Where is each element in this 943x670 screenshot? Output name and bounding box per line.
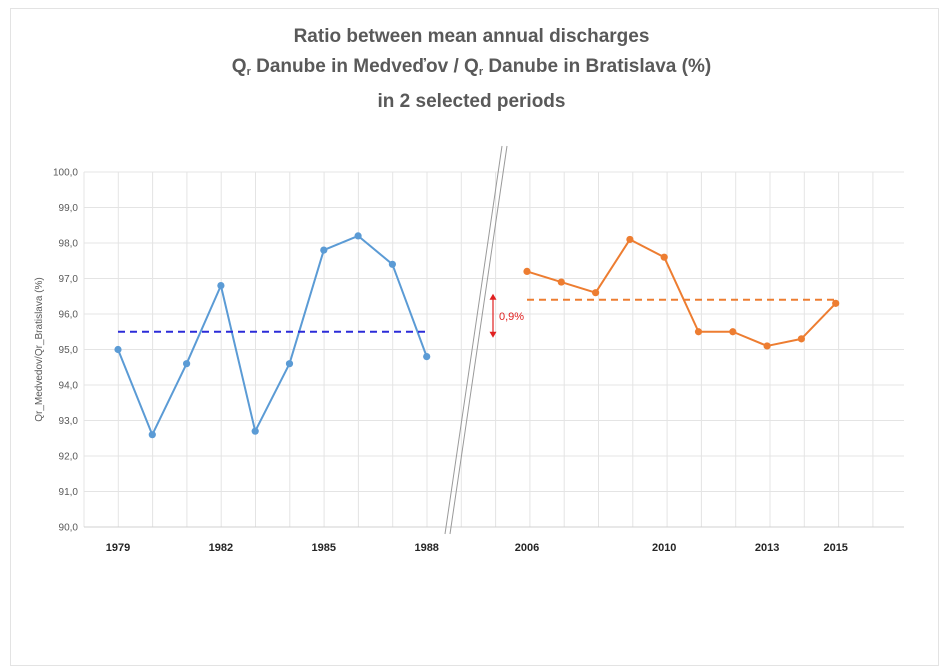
data-point	[320, 246, 328, 254]
data-point	[832, 299, 840, 307]
title-sub-b: r	[478, 66, 484, 78]
data-point	[217, 282, 225, 290]
data-point	[626, 235, 634, 244]
data-point	[354, 232, 362, 240]
title-line-1: Ratio between mean annual discharges	[293, 26, 650, 47]
x-tick-label: 2006	[515, 542, 539, 554]
y-tick-label: 94,0	[59, 381, 79, 392]
data-point	[763, 342, 771, 350]
data-point	[285, 360, 294, 368]
data-point	[183, 360, 191, 368]
title-sub-a: r	[246, 66, 251, 78]
y-tick-label: 91,0	[59, 487, 79, 498]
y-tick-label: 99,0	[59, 203, 79, 214]
x-tick-label: 2015	[823, 542, 847, 554]
y-tick-label: 92,0	[59, 452, 79, 463]
x-tick-label: 2013	[755, 542, 779, 554]
data-point	[388, 260, 396, 268]
axis-break-line	[444, 145, 503, 535]
data-point	[148, 431, 156, 439]
chart-frame	[10, 8, 939, 666]
y-tick-label: 96,0	[59, 310, 79, 321]
data-point	[729, 328, 737, 336]
data-point	[694, 328, 703, 336]
data-point	[523, 267, 531, 275]
x-tick-label: 1979	[106, 542, 130, 554]
x-tick-label: 1982	[209, 542, 233, 554]
title-mid: Danube in Medveďov / Q	[250, 56, 479, 77]
series-line-1	[117, 234, 428, 436]
x-tick-label: 1985	[312, 542, 336, 554]
annotation-label: 0,9%	[499, 311, 524, 323]
y-tick-label: 95,0	[59, 345, 79, 356]
data-point	[797, 335, 806, 343]
series-line-2	[526, 238, 837, 347]
x-tick-label: 2010	[652, 542, 676, 554]
y-tick-label: 98,0	[59, 239, 79, 250]
axis-break-line	[449, 145, 508, 535]
annotation-arrow-head-down	[489, 331, 497, 338]
y-tick-label: 93,0	[59, 416, 79, 427]
title-line-2: Qr Danube in Medveďov / Qr Danube in Bra…	[0, 52, 943, 87]
data-point	[251, 427, 259, 435]
title-q-a: Q	[231, 56, 247, 77]
y-tick-label: 100,0	[53, 168, 78, 179]
y-axis-label: Qr_Medvedov/Qr_Bratislava (%)	[34, 277, 45, 422]
data-point	[557, 278, 565, 286]
y-tick-label: 90,0	[59, 523, 79, 534]
data-point	[660, 253, 668, 261]
y-tick-label: 97,0	[59, 274, 79, 285]
data-point	[423, 353, 431, 361]
data-point	[114, 345, 122, 354]
x-tick-label: 1988	[414, 542, 438, 554]
title-line-3: in 2 selected periods	[377, 91, 566, 112]
annotation-arrow-head-up	[489, 293, 497, 300]
data-point	[592, 289, 600, 297]
chart-title: Ratio between mean annual discharges Qr …	[0, 22, 943, 117]
title-end: Danube in Bratislava (%)	[483, 56, 712, 77]
